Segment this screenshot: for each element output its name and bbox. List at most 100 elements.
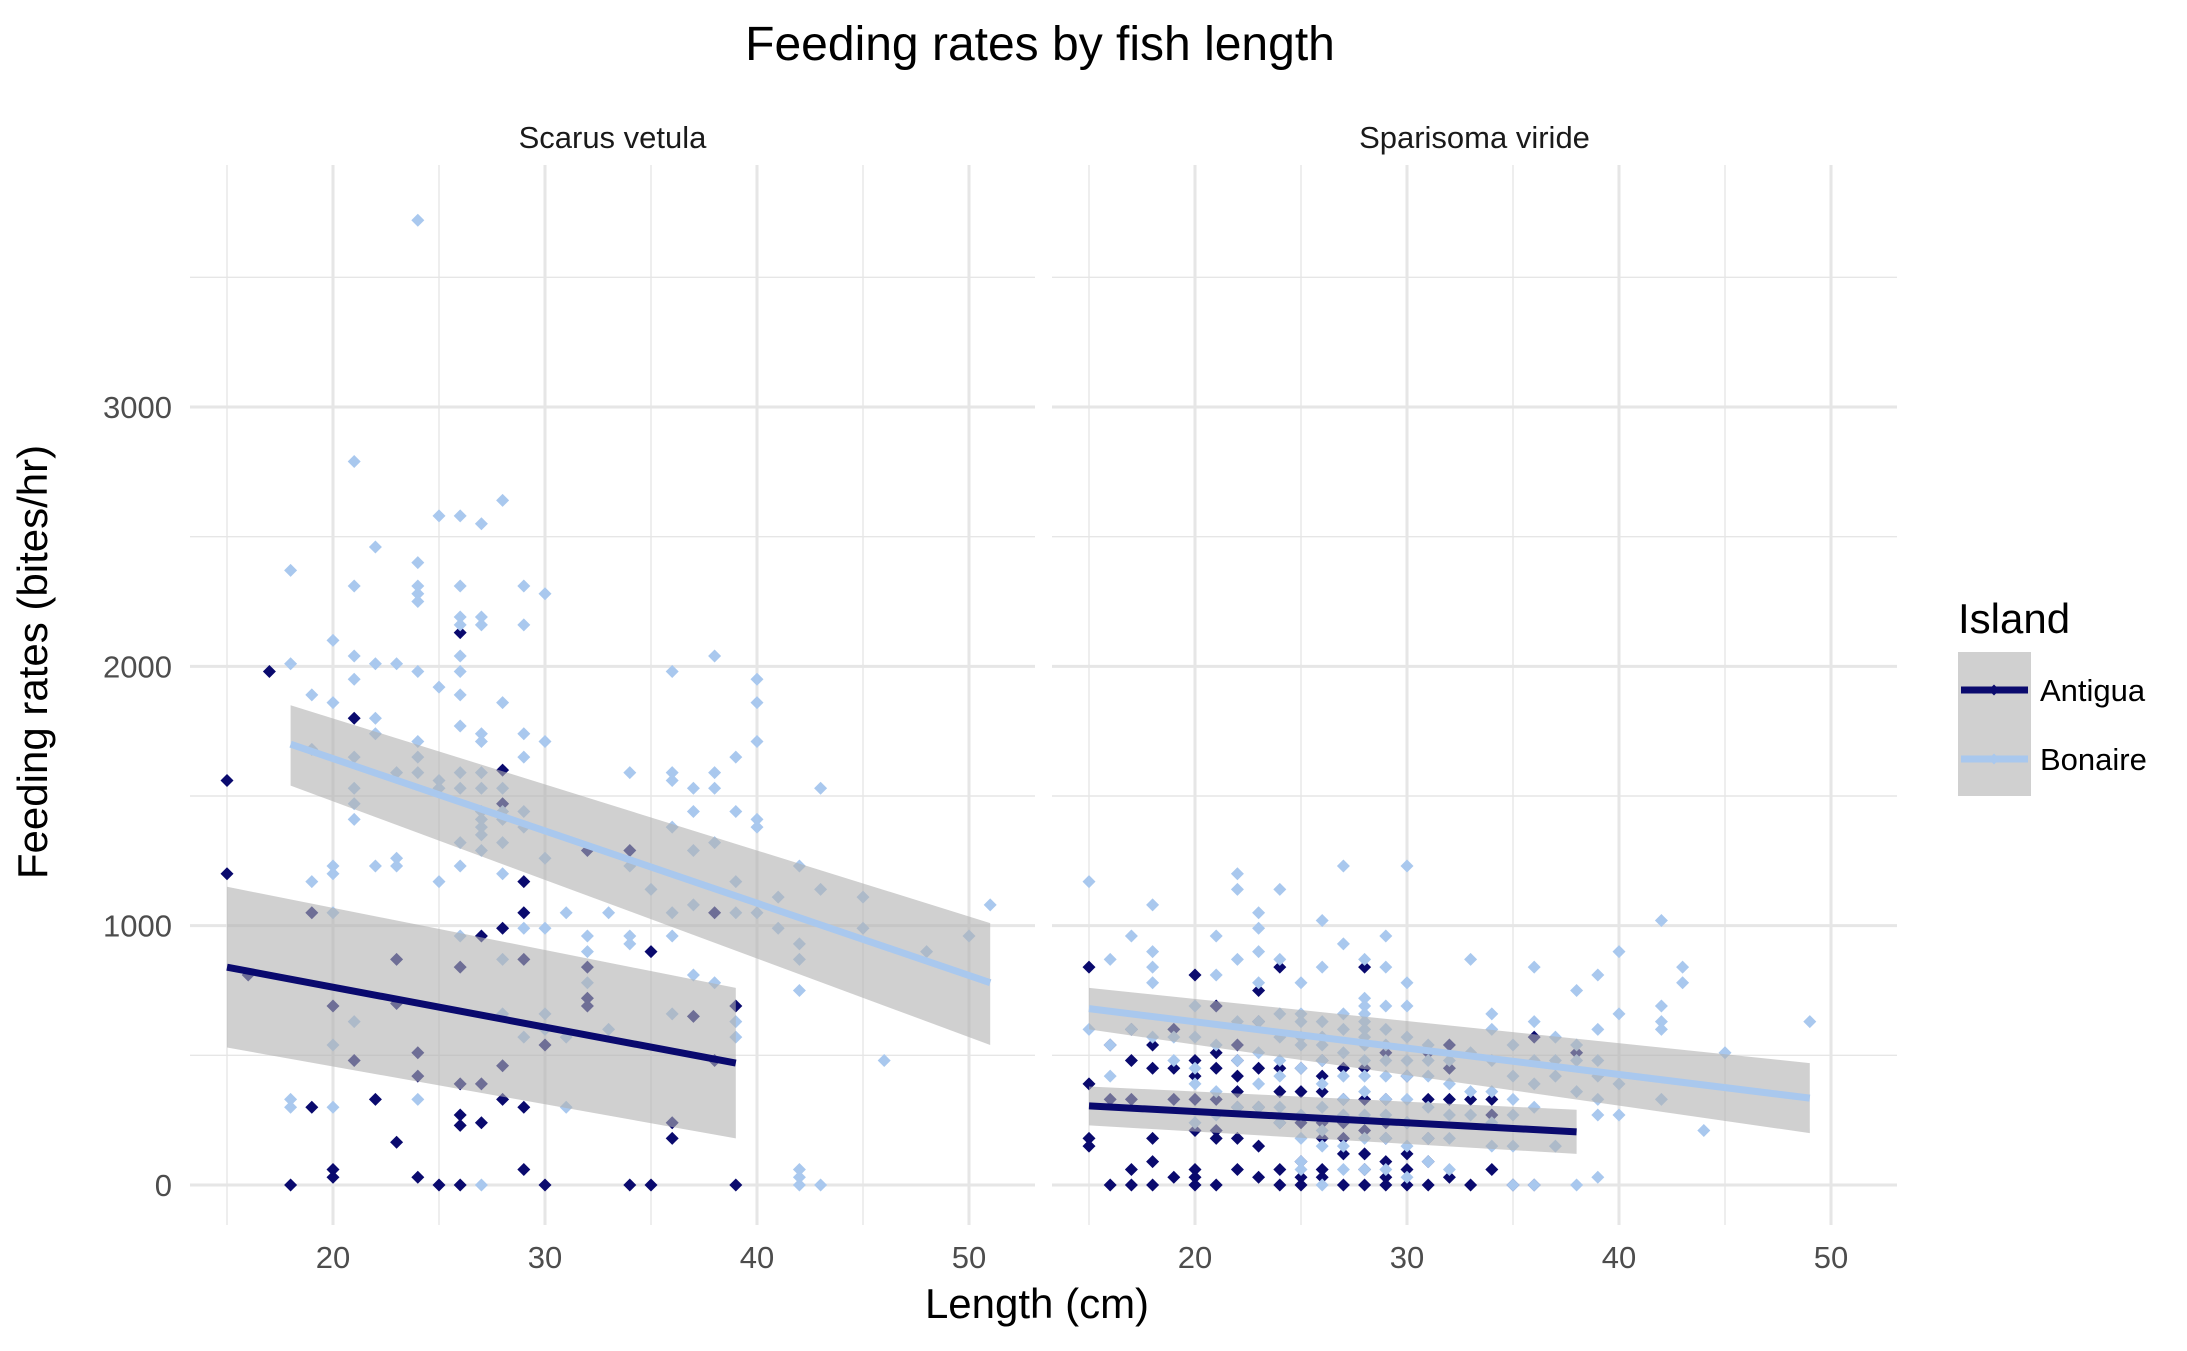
fit-line-bonaire xyxy=(1088,1005,1811,1102)
data-point-bonaire xyxy=(517,618,531,632)
data-point-bonaire xyxy=(1336,859,1350,873)
data-point-antigua xyxy=(1315,1085,1329,1099)
data-point-bonaire xyxy=(1591,1022,1605,1036)
plot-panels: Scarus vetula 20 30 40 50 0 1000 2000 3000 Sparis… xyxy=(103,120,1897,1275)
data-point-antigua xyxy=(1485,1162,1499,1176)
data-point-bonaire xyxy=(411,556,425,570)
panel-1: Sparisoma viride 20 30 40 50 xyxy=(1052,120,1897,1275)
data-point-bonaire xyxy=(1591,968,1605,982)
data-point-antigua xyxy=(1230,1131,1244,1145)
x-tick-label: 50 xyxy=(1814,1240,1848,1275)
data-point-bonaire xyxy=(453,665,467,679)
data-point-antigua xyxy=(729,1178,743,1192)
data-point-bonaire xyxy=(284,657,298,671)
data-point-bonaire xyxy=(1485,1085,1499,1099)
data-point-antigua xyxy=(1358,1147,1372,1161)
data-point-bonaire xyxy=(686,805,700,819)
x-tick-label: 20 xyxy=(316,1240,350,1275)
data-point-bonaire xyxy=(686,781,700,795)
data-point-bonaire xyxy=(453,649,467,663)
data-point-antigua xyxy=(1315,1162,1329,1176)
data-point-bonaire xyxy=(983,898,997,912)
data-point-bonaire xyxy=(580,945,594,959)
data-point-bonaire xyxy=(1358,1162,1372,1176)
data-point-bonaire xyxy=(792,984,806,997)
data-point-antigua xyxy=(1082,960,1096,974)
data-point-antigua xyxy=(1379,1178,1393,1192)
data-point-bonaire xyxy=(1252,945,1266,959)
data-point-antigua xyxy=(1294,1085,1308,1099)
data-point-bonaire xyxy=(1612,945,1626,959)
data-point-bonaire xyxy=(1273,952,1287,966)
data-point-bonaire xyxy=(1676,976,1690,990)
data-point-antigua xyxy=(1294,1178,1308,1192)
data-point-bonaire xyxy=(284,1092,298,1106)
data-point-bonaire xyxy=(1676,960,1690,974)
data-point-antigua xyxy=(1442,1170,1456,1184)
data-point-bonaire xyxy=(686,968,700,982)
data-point-bonaire xyxy=(326,859,340,873)
data-point-bonaire xyxy=(411,213,425,227)
data-point-bonaire xyxy=(1358,1069,1372,1083)
data-point-antigua xyxy=(1294,1170,1308,1184)
data-point-bonaire xyxy=(708,766,722,780)
data-point-antigua xyxy=(453,1178,467,1192)
data-point-antigua xyxy=(1082,1139,1096,1153)
data-point-bonaire xyxy=(1654,1015,1668,1029)
data-point-bonaire xyxy=(729,750,743,764)
data-point-bonaire xyxy=(368,859,382,873)
data-point-bonaire xyxy=(792,1170,806,1184)
data-point-bonaire xyxy=(1336,937,1350,951)
data-point-antigua xyxy=(517,875,531,889)
data-point-bonaire xyxy=(1654,999,1668,1013)
data-point-antigua xyxy=(368,1092,382,1106)
data-point-antigua xyxy=(1188,1178,1202,1192)
data-point-bonaire xyxy=(1654,1022,1668,1036)
data-point-bonaire xyxy=(1103,1038,1117,1052)
data-point-bonaire xyxy=(1591,1108,1605,1122)
data-point-antigua xyxy=(1188,1069,1202,1083)
data-point-antigua xyxy=(1358,1178,1372,1192)
data-point-bonaire xyxy=(390,657,404,671)
data-point-bonaire xyxy=(1358,952,1372,966)
data-point-bonaire xyxy=(814,781,828,795)
data-point-antigua xyxy=(1230,1069,1244,1083)
data-point-antigua xyxy=(1252,1139,1266,1153)
legend-key-marker-antigua xyxy=(1988,684,2000,696)
data-point-bonaire xyxy=(1124,929,1138,943)
data-point-antigua xyxy=(1464,1178,1478,1192)
data-point-antigua xyxy=(1379,1170,1393,1184)
data-point-bonaire xyxy=(305,875,319,889)
legend-label-bonaire: Bonaire xyxy=(2040,742,2147,777)
data-point-bonaire xyxy=(1146,960,1160,974)
data-point-bonaire xyxy=(453,509,467,523)
data-point-bonaire xyxy=(474,618,488,632)
data-point-bonaire xyxy=(580,929,594,943)
data-point-bonaire xyxy=(411,579,425,593)
data-point-bonaire xyxy=(453,610,467,624)
data-point-bonaire xyxy=(347,812,361,826)
data-point-antigua xyxy=(1167,1170,1181,1184)
data-point-bonaire xyxy=(538,587,552,601)
data-point-bonaire xyxy=(326,696,340,710)
legend-label-antigua: Antigua xyxy=(2040,673,2146,708)
data-point-bonaire xyxy=(453,719,467,733)
data-point-antigua xyxy=(1442,1092,1456,1106)
data-point-antigua xyxy=(1146,1178,1160,1192)
data-point-antigua xyxy=(453,626,467,640)
data-point-bonaire xyxy=(1230,882,1244,896)
data-point-bonaire xyxy=(411,587,425,601)
data-point-bonaire xyxy=(453,618,467,632)
data-point-bonaire xyxy=(411,665,425,679)
data-point-bonaire xyxy=(474,727,488,741)
data-point-bonaire xyxy=(1188,1061,1202,1075)
data-point-antigua xyxy=(1336,1178,1350,1192)
data-point-bonaire xyxy=(1315,1178,1329,1192)
data-point-bonaire xyxy=(1336,1162,1350,1176)
data-point-antigua xyxy=(1400,1178,1414,1192)
panel-strip-label: Scarus vetula xyxy=(519,120,708,155)
data-point-bonaire xyxy=(1230,1054,1244,1068)
data-point-antigua xyxy=(1103,1178,1117,1192)
data-point-bonaire xyxy=(1336,1139,1350,1153)
data-point-bonaire xyxy=(559,906,573,920)
